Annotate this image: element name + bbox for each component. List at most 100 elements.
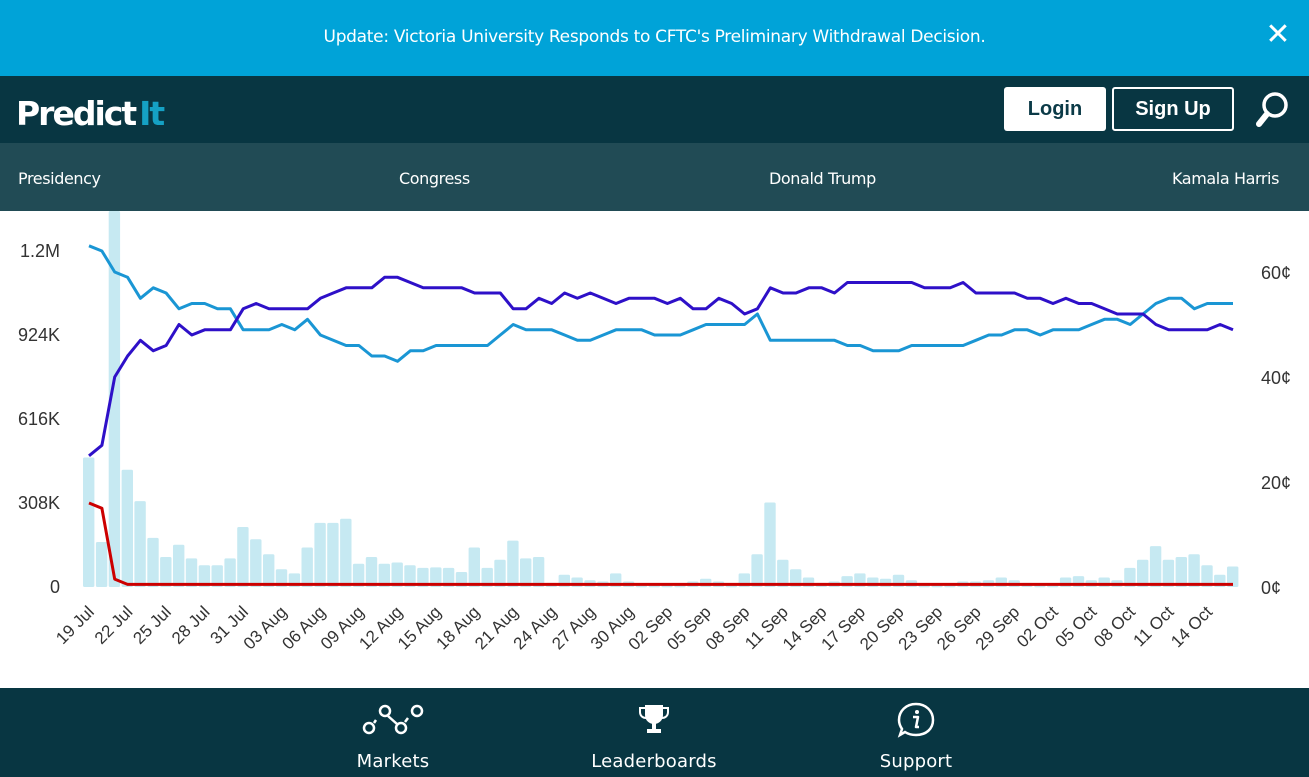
volume-bar[interactable] bbox=[340, 518, 352, 587]
volume-bar[interactable] bbox=[314, 522, 326, 587]
volume-bar[interactable] bbox=[481, 567, 493, 587]
footer-item-leaderboards[interactable]: Leaderboards bbox=[574, 688, 734, 777]
volume-bar[interactable] bbox=[352, 563, 365, 587]
volume-bar[interactable] bbox=[751, 554, 763, 587]
volume-bar[interactable] bbox=[95, 542, 108, 587]
left-axis-tick-label: 308K bbox=[18, 493, 60, 513]
footer-item-support[interactable]: Support bbox=[836, 688, 996, 777]
volume-bar[interactable] bbox=[198, 565, 211, 587]
volume-bar[interactable] bbox=[442, 567, 455, 587]
volume-bar[interactable] bbox=[404, 565, 416, 587]
x-axis-tick-label: 11 Oct bbox=[1130, 602, 1178, 650]
x-axis-tick-label: 19 Jul bbox=[52, 602, 98, 648]
right-axis-ticks: 0¢ 20¢ 40¢ 60¢ bbox=[1261, 263, 1291, 598]
volume-bar[interactable] bbox=[1149, 546, 1162, 587]
volume-bar[interactable] bbox=[263, 554, 275, 587]
volume-bar[interactable] bbox=[173, 544, 185, 587]
footer-label-markets: Markets bbox=[356, 751, 430, 772]
price-lines bbox=[88, 244, 1234, 586]
x-axis-tick-label: 14 Oct bbox=[1167, 602, 1216, 651]
nav-item-kamala-harris[interactable]: Kamala Harris bbox=[1172, 169, 1280, 188]
volume-bar[interactable] bbox=[185, 558, 198, 587]
x-axis-tick-label: 02 Oct bbox=[1013, 602, 1062, 651]
nav-item-presidency[interactable]: Presidency bbox=[18, 169, 101, 188]
category-nav: Presidency Congress Donald Trump Kamala … bbox=[0, 143, 1309, 211]
right-axis-tick-label: 0¢ bbox=[1261, 578, 1281, 598]
info-icon bbox=[897, 702, 935, 738]
volume-bar[interactable] bbox=[764, 502, 776, 588]
volume-bar[interactable] bbox=[468, 547, 480, 588]
volume-bar[interactable] bbox=[160, 557, 172, 587]
right-axis-tick-label: 20¢ bbox=[1261, 473, 1291, 493]
volume-bar[interactable] bbox=[417, 567, 429, 587]
price-volume-chart[interactable]: 0 308K 616K 924K 1.2M 0¢ 20¢ 40¢ 60¢ 19 Jul 22 J… bbox=[0, 211, 1309, 688]
logo[interactable]: Predict It bbox=[16, 94, 165, 134]
volume-bar[interactable] bbox=[134, 501, 146, 587]
volume-bar[interactable] bbox=[147, 537, 159, 587]
volume-bar[interactable] bbox=[327, 522, 339, 587]
volume-bar[interactable] bbox=[365, 557, 378, 587]
close-icon[interactable]: ✕ bbox=[1265, 17, 1291, 52]
x-axis-tick-label: 25 Jul bbox=[129, 602, 175, 648]
volume-bar[interactable] bbox=[1137, 559, 1149, 587]
x-axis-tick-label: 28 Jul bbox=[168, 602, 214, 648]
volume-bars bbox=[83, 211, 1239, 588]
footer-label-support: Support bbox=[879, 751, 953, 772]
logo-text-accent: It bbox=[139, 94, 165, 133]
volume-bar[interactable] bbox=[108, 211, 121, 587]
volume-bar[interactable] bbox=[1175, 557, 1187, 587]
left-axis-tick-label: 1.2M bbox=[20, 241, 60, 261]
announcement-banner: Update: Victoria University Responds to … bbox=[0, 0, 1309, 76]
volume-bar[interactable] bbox=[237, 527, 249, 587]
volume-bar[interactable] bbox=[532, 557, 545, 587]
search-icon[interactable] bbox=[1254, 90, 1290, 130]
volume-bar[interactable] bbox=[1162, 559, 1175, 587]
left-axis-tick-label: 0 bbox=[50, 577, 60, 597]
volume-bar[interactable] bbox=[430, 567, 442, 587]
x-axis-tick-label: 05 Oct bbox=[1052, 602, 1101, 651]
x-axis-tick-label: 22 Jul bbox=[91, 602, 137, 648]
login-button[interactable]: Login bbox=[1004, 87, 1106, 131]
right-axis-tick-label: 60¢ bbox=[1261, 263, 1291, 283]
volume-bar[interactable] bbox=[777, 559, 789, 587]
left-axis-ticks: 0 308K 616K 924K 1.2M bbox=[18, 241, 60, 597]
volume-bar[interactable] bbox=[83, 457, 95, 588]
logo-text: Predict bbox=[16, 94, 137, 133]
site-header: Predict It Login Sign Up bbox=[0, 76, 1309, 143]
x-axis-tick-label: 08 Sep bbox=[702, 602, 754, 654]
volume-bar[interactable] bbox=[378, 563, 390, 587]
trophy-icon bbox=[639, 705, 669, 733]
left-axis-tick-label: 616K bbox=[18, 409, 60, 429]
volume-bar[interactable] bbox=[1201, 565, 1213, 587]
volume-bar[interactable] bbox=[391, 562, 403, 588]
volume-bar[interactable] bbox=[507, 540, 519, 587]
volume-bar[interactable] bbox=[520, 558, 532, 587]
nav-item-congress[interactable]: Congress bbox=[399, 169, 470, 188]
volume-bar[interactable] bbox=[494, 559, 506, 587]
volume-bar[interactable] bbox=[224, 558, 236, 587]
volume-bar[interactable] bbox=[121, 469, 133, 587]
volume-bar[interactable] bbox=[790, 569, 802, 587]
signup-button[interactable]: Sign Up bbox=[1112, 87, 1234, 131]
volume-bar[interactable] bbox=[275, 569, 288, 587]
volume-bar[interactable] bbox=[1227, 566, 1239, 588]
nav-item-donald-trump[interactable]: Donald Trump bbox=[769, 169, 876, 188]
series-line-red[interactable] bbox=[88, 501, 1233, 586]
series-line-light-blue[interactable] bbox=[88, 244, 1233, 363]
footer-label-leaderboards: Leaderboards bbox=[591, 751, 717, 772]
volume-bar[interactable] bbox=[211, 565, 223, 587]
volume-bar[interactable] bbox=[1188, 554, 1200, 587]
footer-item-markets[interactable]: Markets bbox=[313, 688, 473, 777]
markets-icon bbox=[362, 704, 424, 735]
volume-bar[interactable] bbox=[301, 547, 313, 588]
banner-text[interactable]: Update: Victoria University Responds to … bbox=[323, 27, 986, 47]
x-axis-tick-label: 29 Sep bbox=[972, 602, 1024, 654]
volume-bar[interactable] bbox=[1124, 567, 1136, 587]
series-line-dark-blue[interactable] bbox=[88, 275, 1234, 457]
left-axis-tick-label: 924K bbox=[18, 325, 60, 345]
right-axis-tick-label: 40¢ bbox=[1261, 368, 1291, 388]
volume-bar[interactable] bbox=[250, 539, 262, 587]
x-axis-tick-label: 08 Oct bbox=[1090, 602, 1139, 651]
